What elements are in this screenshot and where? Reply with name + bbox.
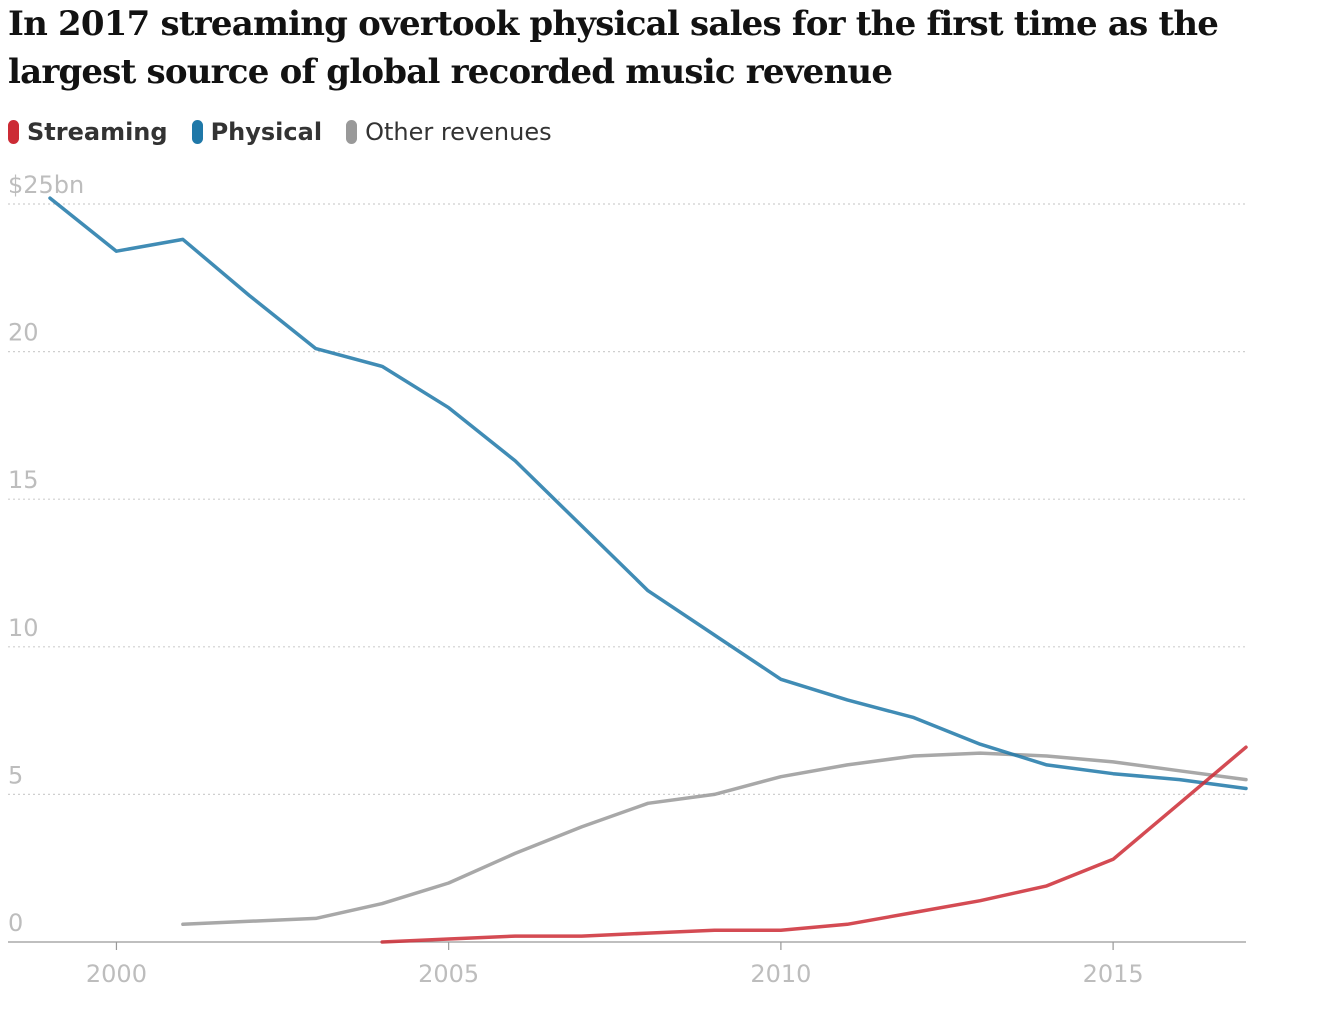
x-axis-ticks: 2000 2005 2010 2015 [86, 942, 1144, 988]
y-tick-label: 15 [8, 466, 39, 494]
x-tick-label: 2000 [86, 960, 147, 988]
series-line-other-revenues [181, 751, 1248, 927]
series-line-physical [48, 196, 1248, 791]
legend-label-streaming: Streaming [27, 118, 168, 146]
y-tick-label: 20 [8, 319, 39, 347]
x-tick-label: 2005 [418, 960, 479, 988]
chart-title: In 2017 streaming overtook physical sale… [8, 4, 1219, 92]
legend-item-other-revenues: Other revenues [346, 118, 552, 146]
series-line-streaming [380, 745, 1248, 944]
y-tick-label: $25bn [8, 171, 84, 199]
legend: Streaming Physical Other revenues [8, 114, 576, 150]
y-tick-label: 5 [8, 761, 23, 789]
legend-swatch-other-revenues [346, 120, 358, 144]
series-lines [48, 196, 1248, 944]
x-tick-label: 2015 [1083, 960, 1144, 988]
legend-item-physical: Physical [191, 118, 323, 146]
legend-swatch-streaming [8, 120, 19, 144]
legend-swatch-physical [191, 120, 203, 144]
legend-label-physical: Physical [210, 118, 323, 146]
y-tick-label: 10 [8, 614, 39, 642]
legend-item-streaming: Streaming [8, 118, 168, 146]
x-tick-label: 2010 [750, 960, 811, 988]
y-tick-label: 0 [8, 909, 23, 937]
y-axis-ticks: 0 5 10 15 20 $25bn [8, 171, 84, 937]
legend-label-other-revenues: Other revenues [365, 118, 552, 146]
gridlines [8, 203, 1246, 943]
